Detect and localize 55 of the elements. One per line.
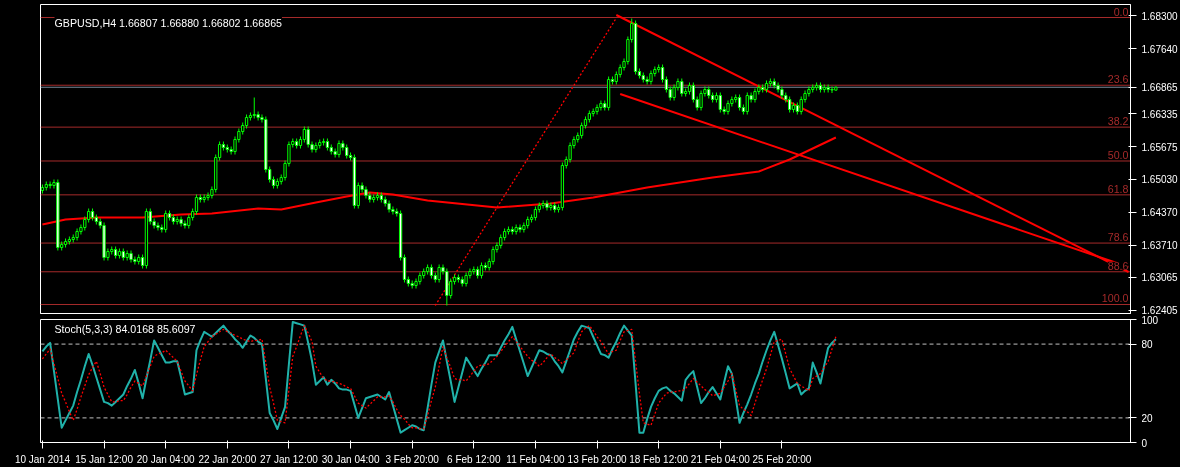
candlestick xyxy=(445,268,449,306)
ref-line-label: 78.6 xyxy=(1107,231,1129,244)
ref-line-label: 100.0 xyxy=(1101,292,1129,305)
ref-line-label: 50.0 xyxy=(1107,148,1129,161)
candlestick xyxy=(745,92,749,115)
y-tick-label: 100 xyxy=(1141,314,1159,326)
candlestick xyxy=(718,92,722,113)
y-tick-label: 20 xyxy=(1141,412,1154,424)
x-tick-label: 18 Feb 12:00 xyxy=(629,453,689,465)
ref-line-label: 23.6 xyxy=(1107,73,1129,86)
x-tick-label: 15 Jan 12:00 xyxy=(75,453,134,465)
text: GBPUSD,H4 1.66807 1.66880 1.66802 1.66865 xyxy=(54,16,283,29)
candlestick xyxy=(545,200,549,211)
y-tick-label: 1.67640 xyxy=(1141,43,1179,55)
candlestick xyxy=(599,100,603,111)
ref-line-label: 88.6 xyxy=(1107,259,1129,272)
y-tick-label: 1.68300 xyxy=(1141,10,1179,22)
candlestick xyxy=(645,76,649,85)
y-tick-label: 1.64370 xyxy=(1141,207,1179,218)
candlestick xyxy=(164,210,168,233)
candlestick xyxy=(541,200,545,209)
x-tick-label: 20 Jan 04:00 xyxy=(136,453,196,465)
y-tick-label: 1.66335 xyxy=(1141,108,1179,120)
x-tick-label: 6 Feb 12:00 xyxy=(447,453,501,465)
x-tick-label: 27 Jan 12:00 xyxy=(260,453,319,465)
x-tick-label: 11 Feb 04:00 xyxy=(506,453,565,465)
candlestick xyxy=(179,216,183,227)
ref-line-label: 61.8 xyxy=(1107,182,1129,195)
x-tick-label: 25 Feb 20:00 xyxy=(752,453,812,465)
candlestick xyxy=(314,142,318,153)
y-tick-label: 1.62405 xyxy=(1141,305,1179,317)
candlestick xyxy=(183,220,187,229)
x-tick-label: 22 Jan 20:00 xyxy=(198,453,257,465)
x-tick-label: 30 Jan 04:00 xyxy=(321,453,380,465)
chart-title: Stoch(5,3,3) 84.0168 85.6097 xyxy=(54,322,196,335)
x-tick-label: 10 Jan 2014 xyxy=(14,453,71,465)
y-tick-label: 1.66865 xyxy=(1141,82,1179,94)
ref-line-label: 0.0 xyxy=(1113,5,1129,18)
y-tick-label: 1.63710 xyxy=(1141,240,1179,251)
y-tick-label: 0 xyxy=(1141,437,1148,449)
x-tick-label: 21 Feb 04:00 xyxy=(690,453,751,465)
y-tick-label: 1.65030 xyxy=(1141,174,1179,185)
candlestick xyxy=(830,86,834,94)
candlestick xyxy=(699,90,703,111)
candlestick xyxy=(518,224,522,233)
x-tick-label: 3 Feb 20:00 xyxy=(385,453,440,465)
candlestick xyxy=(156,222,160,231)
ref-line-label: 38.2 xyxy=(1107,115,1129,128)
y-tick-label: 1.63065 xyxy=(1141,272,1179,284)
y-tick-label: 80 xyxy=(1141,339,1154,351)
candlestick xyxy=(252,97,256,119)
y-tick-label: 1.65675 xyxy=(1141,141,1179,153)
x-tick-label: 13 Feb 20:00 xyxy=(567,453,627,465)
candlestick xyxy=(48,181,52,189)
candlestick xyxy=(595,104,599,115)
